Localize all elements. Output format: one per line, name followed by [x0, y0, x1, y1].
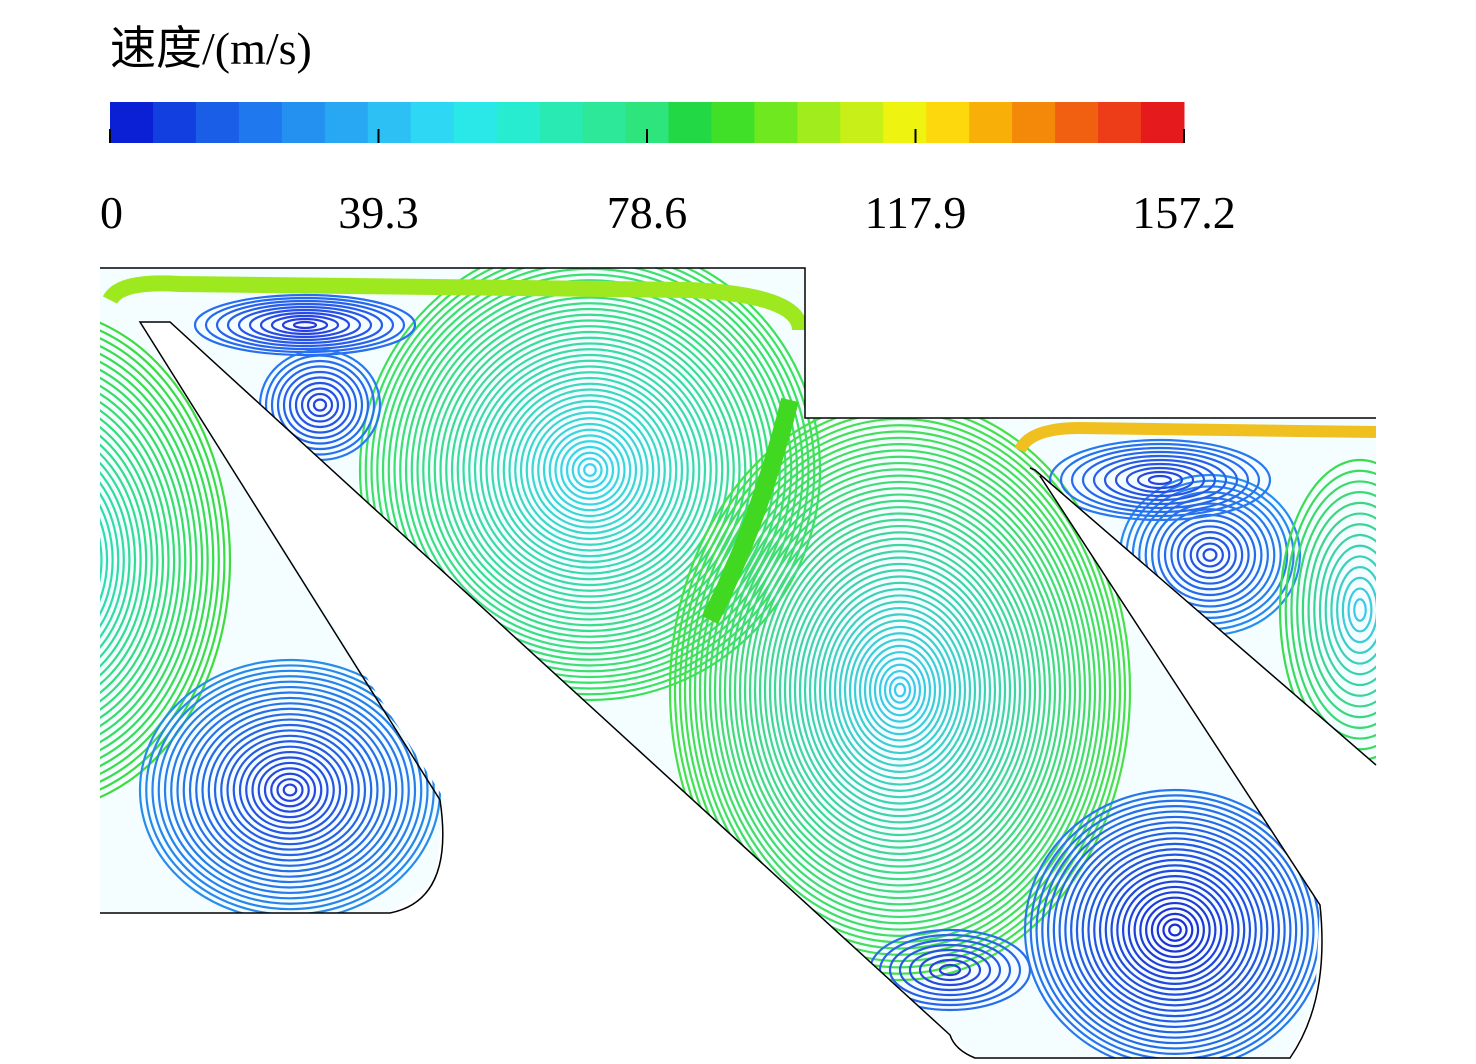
colorbar-segment [152, 102, 197, 143]
colorbar-segment [582, 102, 627, 143]
colorbar-segment [539, 102, 584, 143]
colorbar-segment [324, 102, 369, 143]
colorbar-segment [238, 102, 283, 143]
colorbar-segment [754, 102, 798, 143]
tick-label: 78.6 [607, 187, 688, 238]
colorbar-segment [281, 102, 326, 143]
tick-label: 39.3 [338, 187, 419, 238]
colorbar-segment [711, 102, 755, 143]
colorbar-ticks: 0 39.3 78.6 117.9 157.2 [100, 129, 1236, 238]
geometry-outline [100, 267, 1377, 1059]
colorbar-segment [367, 102, 412, 143]
tick-label: 0 [100, 187, 123, 238]
colorbar-segment [840, 102, 884, 143]
colorbar-segment [797, 102, 841, 143]
colorbar-segment [496, 102, 541, 143]
colorbar-segment [883, 102, 927, 143]
colorbar-segment [1055, 102, 1099, 143]
colorbar-segment [969, 102, 1013, 143]
tick-label: 117.9 [865, 187, 967, 238]
tick-label: 157.2 [1132, 187, 1236, 238]
colorbar-segment [195, 102, 240, 143]
colorbar-title: 速度/(m/s) [110, 23, 312, 74]
colorbar-segment [110, 102, 154, 143]
colorbar-segment [410, 102, 455, 143]
colorbar-segment [668, 102, 712, 143]
colorbar-segment [1098, 102, 1142, 143]
colorbar-segment [453, 102, 498, 143]
colorbar-segment [1141, 102, 1185, 143]
colorbar-segment [926, 102, 970, 143]
colorbar-segment [1012, 102, 1056, 143]
